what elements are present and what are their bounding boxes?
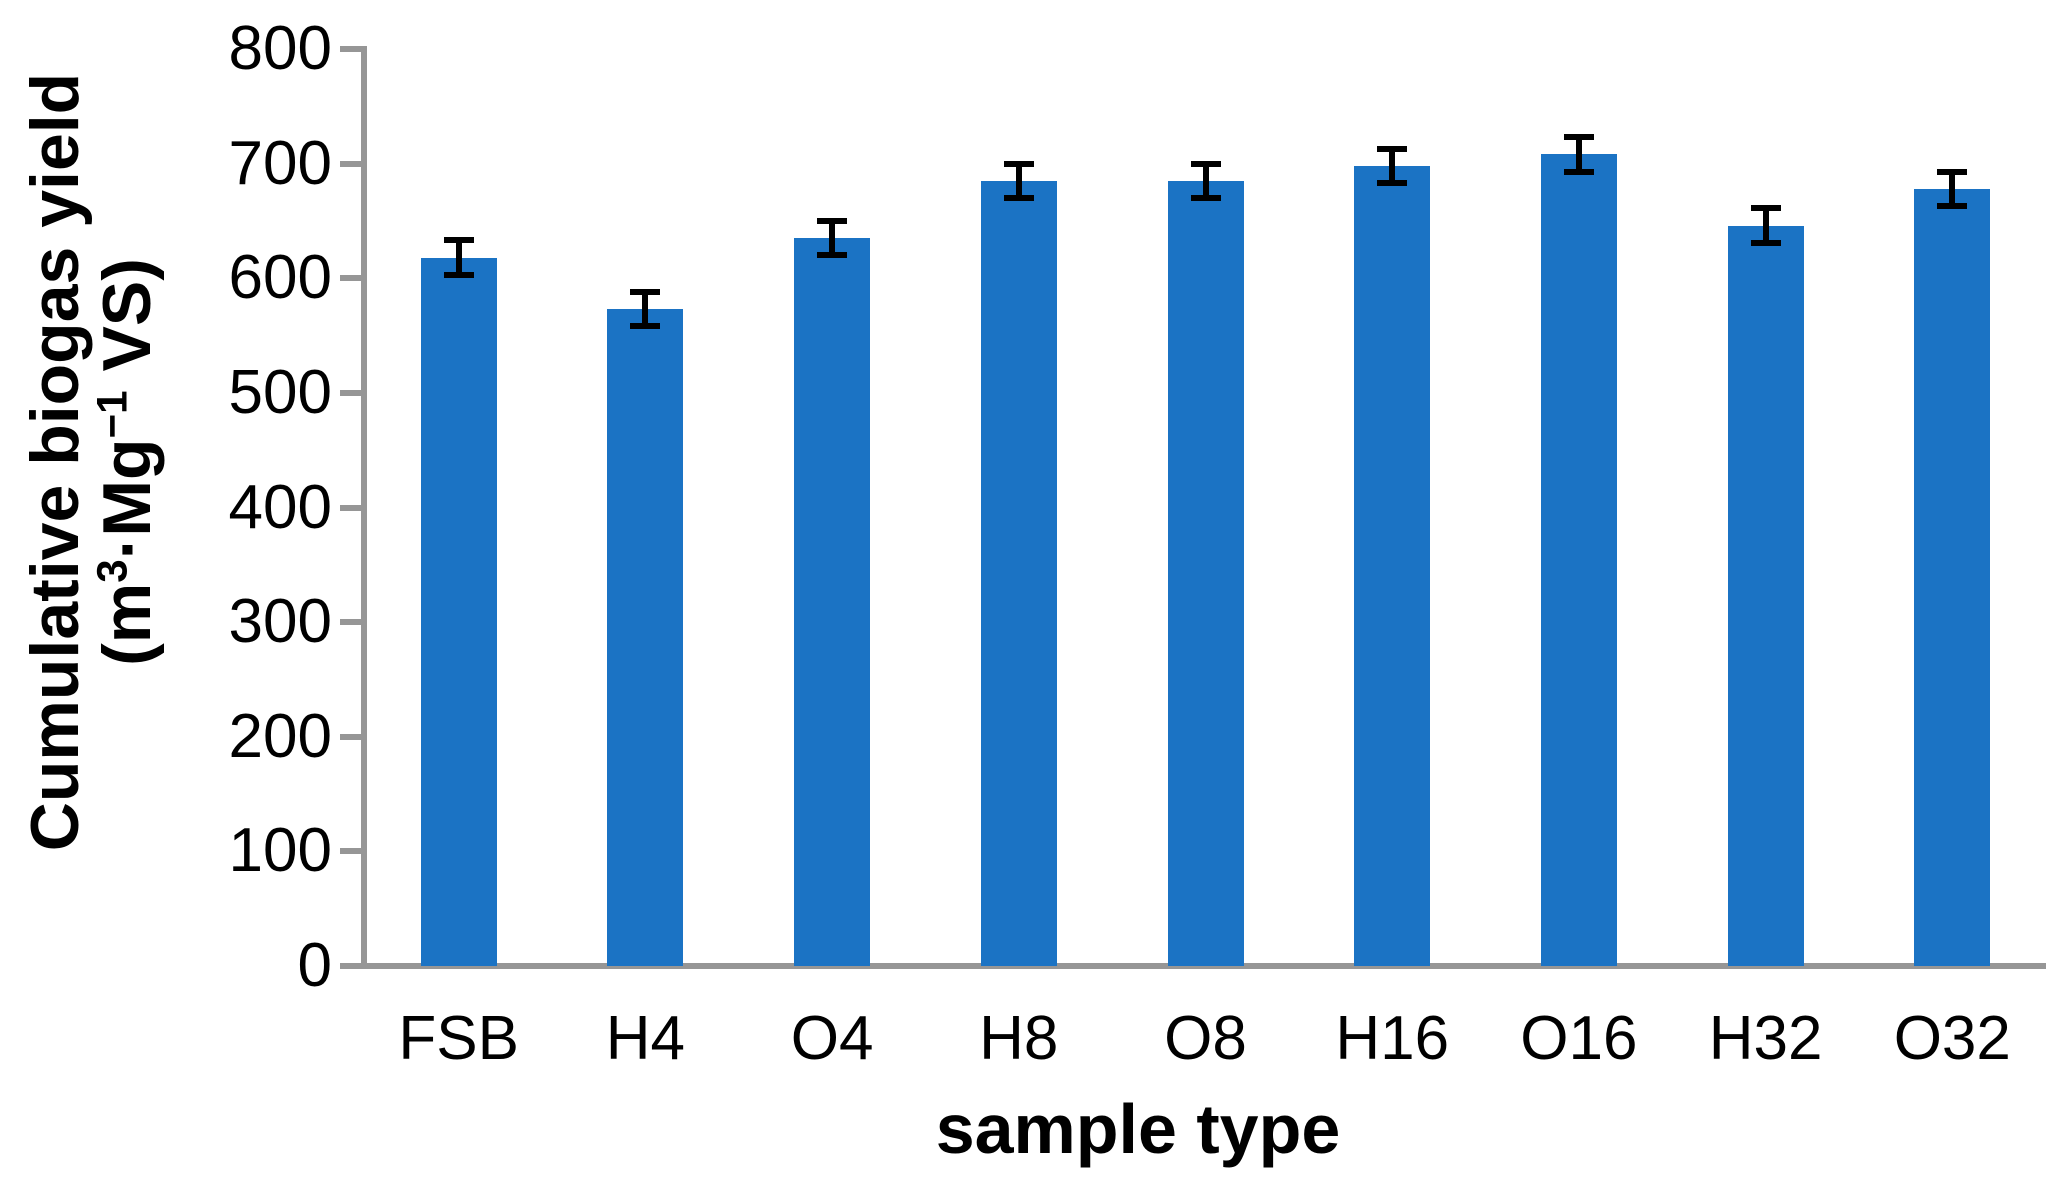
error-bar-cap-bottom bbox=[1750, 239, 1781, 246]
y-tick-label: 100 bbox=[228, 816, 332, 886]
error-bar-line bbox=[455, 240, 462, 275]
error-bar-cap-top bbox=[1563, 134, 1594, 141]
superscript-text: 3 bbox=[88, 559, 136, 583]
error-bar-cap-top bbox=[630, 289, 661, 295]
bar bbox=[1167, 180, 1244, 966]
y-axis-line bbox=[361, 46, 367, 969]
y-tick bbox=[340, 275, 361, 282]
bar bbox=[1540, 154, 1617, 966]
bar bbox=[420, 257, 497, 966]
y-tick bbox=[340, 733, 361, 740]
error-bar-cap-bottom bbox=[1003, 195, 1034, 201]
x-axis-title: sample type bbox=[935, 1090, 1341, 1168]
y-tick-label: 400 bbox=[228, 472, 332, 542]
bar bbox=[1354, 165, 1431, 966]
y-tick-label: 600 bbox=[228, 243, 332, 313]
error-bar-line bbox=[1015, 163, 1022, 198]
error-bar-cap-top bbox=[1377, 145, 1408, 152]
bar bbox=[794, 238, 871, 966]
y-tick-label: 300 bbox=[228, 587, 332, 657]
error-bar-cap-bottom bbox=[1937, 203, 1968, 210]
error-bar-cap-top bbox=[443, 237, 474, 244]
y-tick-label: 200 bbox=[228, 701, 332, 771]
error-bar-cap-top bbox=[1190, 160, 1221, 167]
error-bar-cap-top bbox=[817, 217, 848, 224]
error-bar-cap-top bbox=[1003, 160, 1034, 167]
error-bar-cap-bottom bbox=[1190, 195, 1221, 201]
category-label: H32 bbox=[1708, 1004, 1823, 1073]
y-tick bbox=[340, 389, 361, 396]
category-label: H4 bbox=[605, 1004, 686, 1073]
x-axis-line bbox=[361, 963, 2046, 969]
y-tick-label: 0 bbox=[297, 931, 332, 1000]
y-tick-label: 800 bbox=[228, 14, 332, 83]
category-label: H16 bbox=[1335, 1004, 1450, 1073]
category-label: O32 bbox=[1893, 1004, 2011, 1073]
y-tick-label: 700 bbox=[228, 128, 332, 198]
error-bar-line bbox=[1575, 137, 1582, 172]
y-tick bbox=[340, 160, 361, 167]
error-bar-cap-bottom bbox=[1563, 168, 1594, 175]
y-tick bbox=[340, 46, 361, 52]
bar bbox=[1727, 225, 1804, 966]
category-label: FSB bbox=[398, 1004, 519, 1073]
error-bar-cap-bottom bbox=[817, 252, 848, 259]
error-bar-line bbox=[1389, 148, 1396, 184]
error-bar-line bbox=[1202, 163, 1209, 198]
bar bbox=[607, 309, 684, 966]
category-label: O4 bbox=[790, 1004, 874, 1073]
error-bar-cap-bottom bbox=[630, 323, 661, 330]
category-label: H8 bbox=[979, 1004, 1059, 1073]
category-label: O16 bbox=[1520, 1004, 1638, 1073]
error-bar-cap-bottom bbox=[443, 271, 474, 278]
y-tick-label: 500 bbox=[228, 357, 332, 427]
error-bar-line bbox=[829, 220, 836, 256]
y-tick bbox=[340, 504, 361, 511]
error-bar-line bbox=[642, 292, 649, 327]
error-bar-cap-top bbox=[1750, 205, 1781, 212]
error-bar-line bbox=[1949, 171, 1956, 207]
bar bbox=[1914, 188, 1991, 966]
y-axis-title-line1: Cumulative biogas yield bbox=[16, 72, 93, 852]
y-tick bbox=[340, 963, 361, 969]
superscript-text: −1 bbox=[88, 390, 136, 439]
y-tick bbox=[340, 619, 361, 626]
error-bar-cap-bottom bbox=[1377, 180, 1408, 187]
y-tick bbox=[340, 848, 361, 855]
error-bar-line bbox=[1762, 208, 1769, 243]
error-bar-cap-top bbox=[1937, 168, 1968, 175]
category-label: O8 bbox=[1164, 1004, 1247, 1073]
bar bbox=[980, 180, 1057, 966]
